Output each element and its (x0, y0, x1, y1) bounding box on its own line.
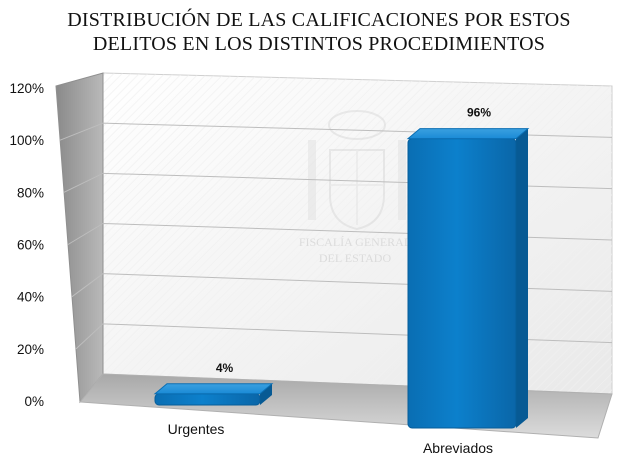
y-tick-label: 120% (9, 81, 44, 96)
bar-2 (406, 128, 530, 429)
back-wall-hatch (103, 73, 612, 394)
chart-title: DISTRIBUCIÓN DE LAS CALIFICACIONES POR E… (0, 8, 638, 56)
y-axis-ticks: 0% 20% 40% 60% 80% 100% 120% (9, 81, 44, 409)
bar-top (153, 383, 274, 395)
bar-front (154, 393, 261, 406)
bar-side (516, 128, 528, 428)
x-tick-label: Urgentes (168, 421, 225, 437)
y-tick-label: 40% (17, 290, 44, 305)
x-tick-label: Abreviados (423, 440, 493, 456)
data-label: 96% (467, 106, 491, 120)
y-tick-label: 60% (17, 238, 44, 253)
y-tick-label: 20% (17, 342, 44, 357)
watermark-line-1: FISCALÍA GENERAL (299, 235, 411, 249)
bar-1 (153, 383, 274, 406)
y-tick-label: 0% (24, 394, 44, 409)
bar-side (260, 383, 272, 405)
y-tick-label: 80% (17, 185, 44, 200)
bars (153, 128, 530, 429)
bar-front (407, 138, 517, 429)
x-axis-ticks: Urgentes Abreviados (168, 421, 493, 456)
data-label: 4% (216, 361, 234, 375)
y-tick-label: 100% (9, 133, 44, 148)
watermark-line-2: DEL ESTADO (319, 251, 392, 265)
bar-top (406, 128, 530, 140)
chart-title-line-1: DISTRIBUCIÓN DE LAS CALIFICACIONES POR E… (67, 9, 571, 31)
data-labels: 4% 96% (216, 106, 492, 375)
chart-title-line-2: DELITOS EN LOS DISTINTOS PROCEDIMIENTOS (92, 33, 546, 55)
